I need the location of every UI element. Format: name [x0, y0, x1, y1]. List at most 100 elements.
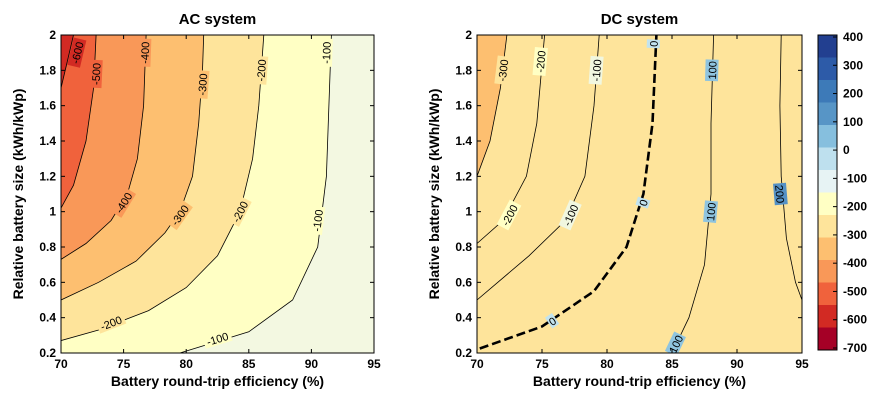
dc-contour-label: 0 [649, 41, 661, 48]
ac-y-tick-label: 0.6 [39, 275, 56, 289]
ac-plot-area: -100-100-100-200-200-200-300-300-400-400… [61, 35, 374, 353]
dc-y-tick-label: 1.4 [455, 134, 472, 148]
colorbar-tick-label: -200 [843, 200, 867, 214]
dc-contour-label-bg [635, 196, 651, 209]
dc-contour-label-group: 200 [772, 182, 788, 206]
ac-contour-label-bg [95, 311, 127, 334]
ac-contour-label-bg [137, 38, 152, 67]
dc-x-tick-label: 90 [730, 357, 744, 371]
colorbar-swatch [818, 305, 837, 328]
colorbar-tick-label: -500 [843, 284, 867, 298]
dc-y-tick-label: 1.6 [455, 99, 472, 113]
ac-contour-label-bg [318, 38, 333, 67]
ac-y-tick-label: 0.2 [39, 346, 56, 360]
dc-contour-line-100 [671, 35, 714, 353]
colorbar-swatch [818, 282, 837, 306]
dc-contour-label-group: -200 [532, 46, 549, 76]
ac-contour-line--100 [179, 35, 332, 353]
colorbar-swatch [818, 260, 837, 283]
dc-y-tick-label: 1 [465, 205, 472, 219]
dc-contour-label-group: 100 [664, 331, 686, 356]
dc-contour-label-bg [494, 55, 511, 85]
ac-x-tick-label: 95 [367, 357, 381, 371]
ac-contour-label-group: -500 [88, 59, 104, 89]
colorbar-swatch [818, 57, 837, 81]
dc-contour-label-group: 0 [544, 313, 560, 329]
ac-contour-label: -200 [256, 59, 270, 82]
dc-region--300 [477, 35, 802, 353]
ac-y-tick-label: 0.8 [39, 240, 56, 254]
dc-contour-line-200 [779, 35, 802, 301]
colorbar-swatch [818, 80, 837, 103]
dc-contour-label: 100 [667, 334, 686, 356]
ac-contour-label: -100 [311, 209, 326, 232]
dc-plot-frame [476, 34, 803, 354]
ac-contour-label-bg [110, 187, 137, 218]
dc-x-tick-label: 80 [600, 357, 614, 371]
ac-y-tick-label: 1.8 [39, 63, 56, 77]
dc-y-tick-label: 0.8 [455, 240, 472, 254]
ac-region--500 [61, 35, 97, 353]
dc-contour-label: 100 [705, 202, 719, 221]
ac-contour-label: -100 [321, 42, 334, 64]
ac-x-tick-label: 75 [117, 357, 131, 371]
colorbar-tick-label: -300 [843, 228, 867, 242]
dc-y-tick-label: 1.2 [455, 169, 472, 183]
colorbar-swatch [818, 215, 837, 238]
dc-contour-label-group: 0 [646, 39, 661, 49]
dc-contour-label: 200 [772, 184, 785, 203]
ac-contour-label-bg [166, 199, 193, 231]
dc-contour-label-bg [544, 313, 560, 329]
colorbar-tick-label: 0 [843, 143, 850, 157]
ac-y-axis-label: Relative battery size (kWh/kWp) [10, 89, 26, 300]
dc-y-axis-label: Relative battery size (kWh/kWp) [426, 89, 442, 300]
dc-y-tick-label: 2 [465, 28, 472, 42]
dc-contour-label-group: -100 [588, 55, 605, 85]
dc-y-tick-label: 1.8 [455, 63, 472, 77]
ac-contour-label-bg [202, 328, 233, 349]
dc-contour-label-group: 0 [635, 196, 651, 209]
ac-contour-label-group: -100 [318, 38, 334, 67]
dc-contour-label-bg [588, 55, 604, 85]
dc-contour-label-bg [773, 182, 788, 206]
dc-x-tick-label: 75 [535, 357, 549, 371]
colorbar-swatch [818, 237, 837, 261]
dc-y-tick-label: 0.4 [455, 311, 472, 325]
dc-contour-label-bg [496, 199, 522, 231]
colorbar-swatch [818, 170, 837, 193]
ac-contour-label: -500 [91, 63, 104, 86]
ac-y-tick-label: 0.4 [39, 311, 56, 325]
dc-contour-label: -100 [591, 59, 605, 82]
ac-contour-label-bg [253, 55, 269, 85]
ac-contour-label-bg [309, 205, 326, 236]
colorbar-swatch [818, 327, 837, 351]
ac-x-tick-label: 80 [180, 357, 194, 371]
dc-x-tick-label: 85 [665, 357, 679, 371]
colorbar-frame [817, 34, 838, 351]
ac-contour-label-bg [194, 70, 210, 99]
colorbar-swatch [818, 102, 837, 126]
colorbar-tick-label: -700 [843, 341, 867, 355]
colorbar-tick-label: 300 [843, 58, 863, 72]
ac-y-tick-label: 1.4 [39, 134, 56, 148]
dc-contour-label: -200 [535, 50, 549, 73]
dc-y-tick-label: 0.6 [455, 275, 472, 289]
dc-contour-line--200 [477, 35, 545, 244]
ac-y-tick-label: 1 [49, 205, 56, 219]
colorbar-swatch [818, 147, 837, 171]
ac-region--600 [61, 35, 74, 353]
ac-plot-frame [60, 34, 375, 354]
ac-chart-title: AC system [179, 11, 257, 28]
dc-contour-label: 100 [707, 61, 720, 80]
colorbar-swatch [818, 125, 837, 148]
dc-x-tick-label: 95 [795, 357, 809, 371]
dc-contour-label-bg [704, 59, 719, 82]
ac-contour-label: -300 [197, 73, 211, 96]
colorbar-tick-label: 400 [843, 30, 863, 44]
ac-contour-label-group: -400 [137, 38, 152, 67]
colorbar-tick-label: 100 [843, 115, 863, 129]
ac-contour-label-group: -300 [194, 70, 211, 99]
ac-contour-label-bg [67, 37, 87, 68]
colorbar-tick-label: -600 [843, 313, 867, 327]
